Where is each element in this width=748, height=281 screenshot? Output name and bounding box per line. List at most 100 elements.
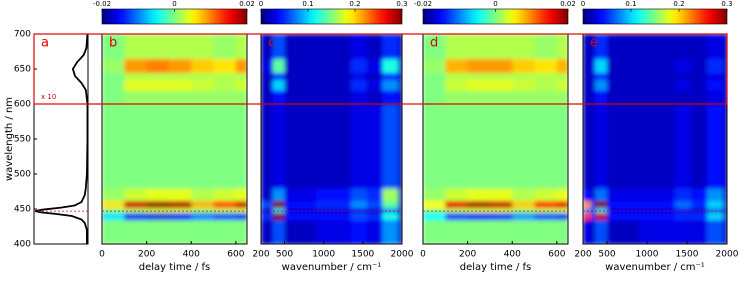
heatmap-cell [445, 207, 469, 214]
heatmap-cell [639, 200, 676, 209]
heatmap-cell [284, 79, 317, 91]
heatmap-cell [723, 79, 727, 91]
heatmap-cell [445, 219, 469, 244]
heatmap-cell [272, 79, 286, 91]
heatmap-cell [351, 200, 368, 209]
heatmap-cell [534, 219, 558, 244]
heatmap-cell [284, 212, 317, 221]
heatmap-cell [445, 212, 469, 221]
heatmap-cell [639, 207, 676, 214]
heatmap-cell [398, 207, 402, 214]
heatmap-cell [675, 72, 692, 81]
heatmap-cell [707, 188, 724, 202]
heatmap-cell [607, 207, 640, 214]
heatmap-cell [583, 104, 592, 189]
heatmap-cell [691, 58, 708, 74]
heatmap-cell [398, 79, 402, 91]
heatmap-cell [467, 207, 491, 214]
heatmap-cell [534, 212, 558, 221]
heatmap-cell [675, 58, 692, 74]
heatmap-cell [723, 219, 727, 244]
heatmap-cell [351, 104, 368, 189]
heatmap-cell [261, 200, 274, 209]
heatmap-cell [146, 72, 170, 81]
heatmap-cell [489, 104, 513, 189]
heatmap-cell [272, 72, 286, 81]
heatmap-cell [534, 104, 558, 189]
heatmap-cell [102, 219, 125, 244]
heatmap-cell [423, 200, 446, 209]
colorbar-tick-label: 0 [581, 0, 585, 8]
heatmap-cell [591, 34, 596, 60]
scale-annotation: x 10 [41, 93, 56, 101]
heatmap-cell [366, 212, 384, 221]
heatmap-cell [445, 104, 469, 189]
heatmap-cell [102, 90, 125, 105]
x-tick-label: 0 [99, 250, 105, 260]
heatmap-cell [315, 104, 352, 189]
heatmap-cell [146, 188, 170, 202]
panel-label: e [590, 36, 598, 51]
heatmap-cell [284, 58, 317, 74]
heatmap-cell [272, 34, 286, 60]
heatmap-cell [595, 219, 608, 244]
heatmap-cell [366, 72, 384, 81]
heatmap-cell [639, 219, 676, 244]
heatmap-cell [124, 207, 148, 214]
heatmap-cell [168, 212, 192, 221]
heatmap-cell [146, 58, 170, 74]
heatmap-cell [691, 104, 708, 189]
heatmap-cell [423, 34, 446, 60]
colorbar-tick-label: 0 [172, 0, 176, 8]
heatmap-cell [351, 34, 368, 60]
heatmap-cell [146, 104, 170, 189]
heatmap-cell [639, 90, 676, 105]
heatmap-cell [272, 188, 286, 202]
heatmap-cell [691, 90, 708, 105]
colorbar-tick-label: 0 [493, 0, 497, 8]
heatmap-cell [512, 72, 536, 81]
heatmap-cell [583, 58, 592, 74]
heatmap-cell [467, 90, 491, 105]
heatmap-cell [284, 200, 317, 209]
heatmap-cell [534, 72, 558, 81]
heatmap-cell [315, 58, 352, 74]
heatmap-cell [707, 212, 724, 221]
heatmap-cell [556, 79, 568, 91]
heatmap-cell [423, 104, 446, 189]
heatmap-cell [191, 200, 215, 209]
heatmap-cell [723, 200, 727, 209]
heatmap-cell [639, 104, 676, 189]
x-tick-label: 500 [276, 250, 293, 260]
heatmap-cell [235, 212, 247, 221]
heatmap-cell [583, 200, 592, 209]
heatmap-cell [556, 34, 568, 60]
colorbar [260, 8, 403, 25]
heatmap-cell [467, 104, 491, 189]
heatmap-cell [272, 200, 286, 209]
heatmap-cell [168, 219, 192, 244]
heatmap-cell [191, 212, 215, 221]
heatmap-cell [315, 219, 352, 244]
heatmap-cell [261, 207, 274, 214]
heatmap-cell [146, 207, 170, 214]
heatmap-cell [124, 219, 148, 244]
heatmap-cell [398, 104, 402, 189]
heatmap-cell [382, 72, 399, 81]
heatmap-cell [583, 219, 592, 244]
heatmap-cell [146, 200, 170, 209]
heatmap-cell [315, 212, 352, 221]
heatmap-cells [102, 34, 247, 244]
heatmap-cell [191, 34, 215, 60]
heatmap-cell [591, 79, 596, 91]
colorbar-tick-label: -0.02 [93, 0, 111, 8]
heatmap-cell [595, 104, 608, 189]
heatmap-cell [398, 212, 402, 221]
heatmap-cell [213, 188, 237, 202]
heatmap-cell [102, 79, 125, 91]
heatmap-cell [272, 212, 286, 221]
heatmap-cell [168, 188, 192, 202]
heatmap-cell [284, 219, 317, 244]
heatmap-cell [467, 212, 491, 221]
heatmap-cell [595, 200, 608, 209]
